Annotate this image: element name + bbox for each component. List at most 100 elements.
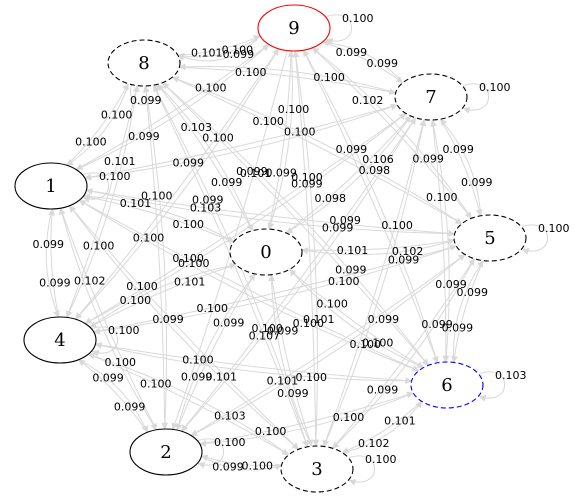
node-1[interactable]: 1 <box>14 162 88 210</box>
node-ellipse-2 <box>129 428 203 476</box>
edge-label-1-2: 0.102 <box>74 274 106 287</box>
node-3[interactable]: 3 <box>280 445 354 493</box>
edge-label-3-5: 0.099 <box>367 384 399 397</box>
edge-label-2-0: 0.099 <box>181 371 213 384</box>
edge-4-3 <box>88 353 290 456</box>
edge-6-7 <box>430 119 450 363</box>
edge-label-3-9: 0.101 <box>303 313 335 326</box>
edge-8-2 <box>144 85 169 430</box>
edge-label-9-5: 0.102 <box>352 94 384 107</box>
edge-0-7 <box>285 115 412 234</box>
edge-1-2 <box>60 208 157 431</box>
edge-label-9-6: 0.099 <box>336 143 368 156</box>
edge-label-5-1: 0.099 <box>322 222 354 235</box>
node-ellipse-3 <box>280 445 354 493</box>
edge-label-3-2: 0.100 <box>242 460 274 473</box>
edge-2-3 <box>201 455 283 471</box>
edge-3-1 <box>69 205 299 450</box>
node-7[interactable]: 7 <box>394 73 468 121</box>
edge-2-2 <box>197 438 224 469</box>
edge-label-7-8: 0.100 <box>313 71 345 84</box>
edge-label-4-8: 0.100 <box>83 240 115 253</box>
node-5[interactable]: 5 <box>453 214 527 262</box>
edge-5-5 <box>521 224 548 255</box>
edge-6-6 <box>478 371 505 402</box>
edge-2-7 <box>181 117 416 432</box>
node-label-1: 1 <box>45 176 56 197</box>
edge-3-5 <box>332 258 475 449</box>
node-6[interactable]: 6 <box>410 361 484 409</box>
edge-6-2 <box>199 392 414 447</box>
edge-label-4-2: 0.099 <box>92 372 124 385</box>
edge-label-6-4: 0.100 <box>296 371 328 384</box>
node-2[interactable]: 2 <box>129 428 203 476</box>
edge-8-1 <box>66 83 129 166</box>
edge-label-7-2: 0.099 <box>329 214 361 227</box>
node-label-2: 2 <box>160 442 171 463</box>
edge-9-0 <box>267 50 293 230</box>
edge-2-6 <box>199 391 414 445</box>
edge-label-2-5: 0.101 <box>267 374 299 387</box>
node-label-0: 0 <box>260 242 271 263</box>
edge-label-5-5: 0.100 <box>538 222 570 235</box>
edge-1-1 <box>82 172 109 203</box>
edge-2-5 <box>190 254 466 436</box>
edge-label-4-7: 0.100 <box>178 257 210 270</box>
edge-4-4 <box>91 326 118 357</box>
node-9[interactable]: 9 <box>257 4 331 52</box>
edge-label-3-8: 0.100 <box>251 322 282 335</box>
edge-label-2-3: 0.099 <box>212 461 244 474</box>
node-8[interactable]: 8 <box>107 39 181 87</box>
edge-label-4-4: 0.100 <box>108 324 140 337</box>
edge-8-7 <box>179 66 397 96</box>
edge-8-9 <box>177 35 261 56</box>
edge-label-6-6: 0.103 <box>495 369 527 382</box>
edge-5-8 <box>171 76 463 225</box>
edge-label-6-8: 0.099 <box>335 263 367 276</box>
edge-label-5-2: 0.099 <box>368 313 400 326</box>
edge-label-8-9: 0.101 <box>191 46 223 59</box>
edge-label-1-5: 0.103 <box>190 202 222 215</box>
edge-7-5 <box>439 118 483 217</box>
edge-1-7 <box>84 103 398 179</box>
edge-label-6-2: 0.100 <box>333 411 365 424</box>
edge-label-2-2: 0.100 <box>214 436 246 449</box>
edge-3-3 <box>348 455 375 486</box>
edge-label-4-9: 0.100 <box>133 231 165 244</box>
edge-label-6-1: 0.100 <box>293 317 325 330</box>
node-0[interactable]: 0 <box>229 228 303 276</box>
edge-label-4-1: 0.099 <box>39 277 70 290</box>
edge-label-8-4: 0.101 <box>104 155 136 168</box>
edge-label-1-7: 0.099 <box>173 156 205 169</box>
edge-6-5 <box>452 260 484 363</box>
node-4[interactable]: 4 <box>23 316 97 364</box>
edge-label-7-4: 0.099 <box>291 178 323 191</box>
edge-label-5-4: 0.100 <box>328 275 360 288</box>
edge-label-1-1: 0.100 <box>99 170 131 183</box>
node-ellipse-4 <box>23 316 97 364</box>
edge-label-9-3: 0.100 <box>291 171 323 184</box>
edge-label-9-7: 0.099 <box>336 46 368 59</box>
edge-4-8 <box>66 84 140 318</box>
edge-label-1-0: 0.101 <box>120 197 152 210</box>
edge-label-2-6: 0.100 <box>255 425 287 438</box>
edge-0-5 <box>301 237 455 251</box>
edge-9-1 <box>75 44 270 171</box>
edge-label-7-9: 0.099 <box>367 57 399 70</box>
edge-1-9 <box>76 43 270 171</box>
edges-layer <box>45 14 548 486</box>
edge-label-7-5: 0.099 <box>442 143 474 156</box>
edge-7-0 <box>285 115 412 234</box>
edge-label-2-1: 0.100 <box>105 356 137 369</box>
node-ellipse-9 <box>257 4 331 52</box>
edge-3-4 <box>87 352 289 456</box>
edge-label-7-3: 0.100 <box>381 219 413 232</box>
edge-label-7-1: 0.100 <box>284 126 316 139</box>
edge-label-8-7: 0.100 <box>235 66 267 79</box>
edge-label-4-6: 0.100 <box>182 353 214 366</box>
edge-5-1 <box>85 188 455 235</box>
edge-4-2 <box>78 359 149 433</box>
edge-label-7-0: 0.106 <box>362 153 394 166</box>
